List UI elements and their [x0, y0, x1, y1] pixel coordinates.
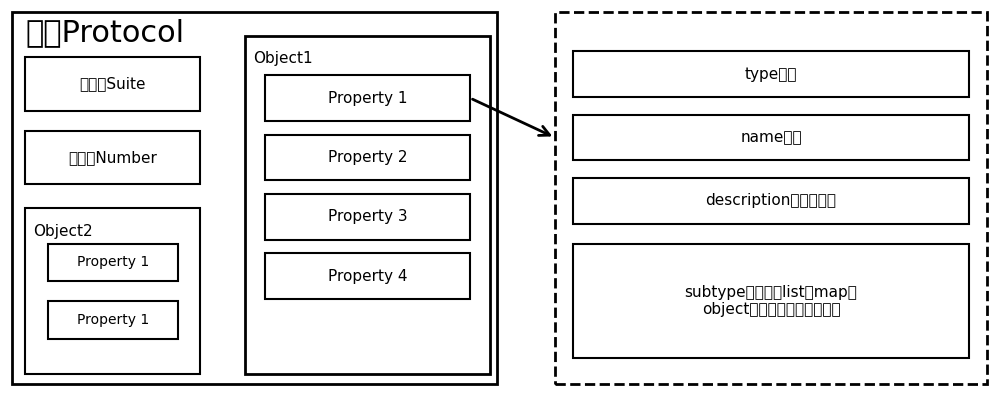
Text: Object2: Object2: [33, 224, 93, 239]
Bar: [573, 244, 969, 358]
Bar: [265, 75, 470, 121]
Bar: [25, 208, 200, 374]
Text: name名称: name名称: [740, 130, 802, 145]
Bar: [25, 131, 200, 184]
Text: subtype子类型，list、map、
object类型用，补充说明类型: subtype子类型，list、map、 object类型用，补充说明类型: [685, 285, 857, 317]
Text: 协议Protocol: 协议Protocol: [25, 19, 184, 48]
Bar: [25, 57, 200, 111]
Bar: [573, 51, 969, 97]
Text: Property 1: Property 1: [328, 91, 407, 105]
Bar: [555, 12, 987, 384]
Text: Property 2: Property 2: [328, 150, 407, 165]
Text: Property 3: Property 3: [328, 209, 407, 224]
Bar: [265, 194, 470, 240]
Text: Property 4: Property 4: [328, 269, 407, 284]
Bar: [12, 12, 497, 384]
Text: 协议号Number: 协议号Number: [68, 150, 157, 165]
Bar: [48, 244, 178, 281]
Bar: [265, 253, 470, 299]
Bar: [265, 135, 470, 180]
Text: type类型: type类型: [745, 67, 797, 82]
Text: 协议族Suite: 协议族Suite: [79, 77, 146, 91]
Text: description描述、注释: description描述、注释: [705, 194, 836, 208]
Text: Object1: Object1: [253, 51, 313, 67]
Bar: [48, 301, 178, 339]
Text: Property 1: Property 1: [77, 255, 149, 269]
Bar: [573, 178, 969, 224]
Bar: [573, 115, 969, 160]
Text: Property 1: Property 1: [77, 313, 149, 327]
Bar: [245, 36, 490, 374]
